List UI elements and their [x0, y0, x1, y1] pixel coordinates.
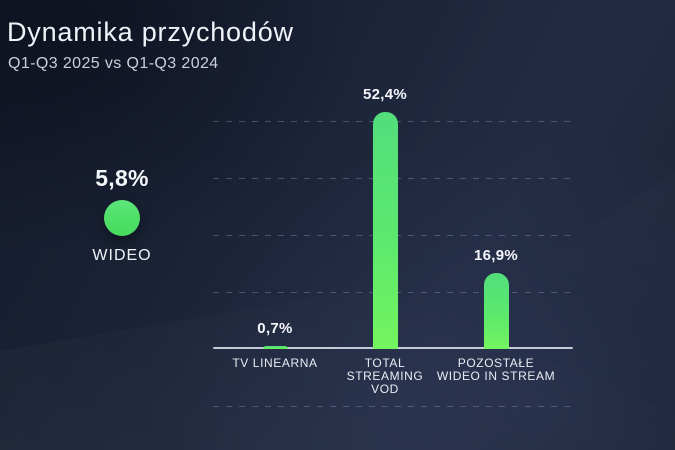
green-dot-icon — [104, 200, 140, 236]
kpi-label: WIDEO — [92, 247, 152, 264]
page-title: Dynamika przychodów — [7, 17, 294, 47]
bar-value-label: 16,9% — [473, 246, 519, 264]
page-subtitle: Q1-Q3 2025 vs Q1-Q3 2024 — [8, 55, 219, 72]
category-label-tv-linearna: TV LINEARNA — [232, 356, 318, 370]
bar-tv-linearna — [262, 345, 288, 349]
kpi-value: 5,8% — [95, 165, 149, 191]
bar-group-tv-linearna: 0,7% — [225, 320, 325, 349]
bar-group-total-streaming-vod: 52,4% — [335, 86, 435, 349]
bar-value-label: 0,7% — [257, 319, 293, 337]
gridline — [213, 406, 573, 407]
bar-pozostale-wideo — [483, 272, 509, 349]
kpi-wideo: 5,8% WIDEO — [59, 167, 185, 265]
category-label-pozostale-wideo: POZOSTAŁE WIDEO IN STREAM — [436, 356, 556, 383]
bar-group-pozostale-wideo: 16,9% — [446, 247, 546, 349]
bar-value-label: 52,4% — [362, 86, 408, 104]
bar-total-streaming-vod — [372, 112, 398, 349]
category-label-total-streaming-vod: TOTAL STREAMING VOD — [346, 356, 424, 396]
